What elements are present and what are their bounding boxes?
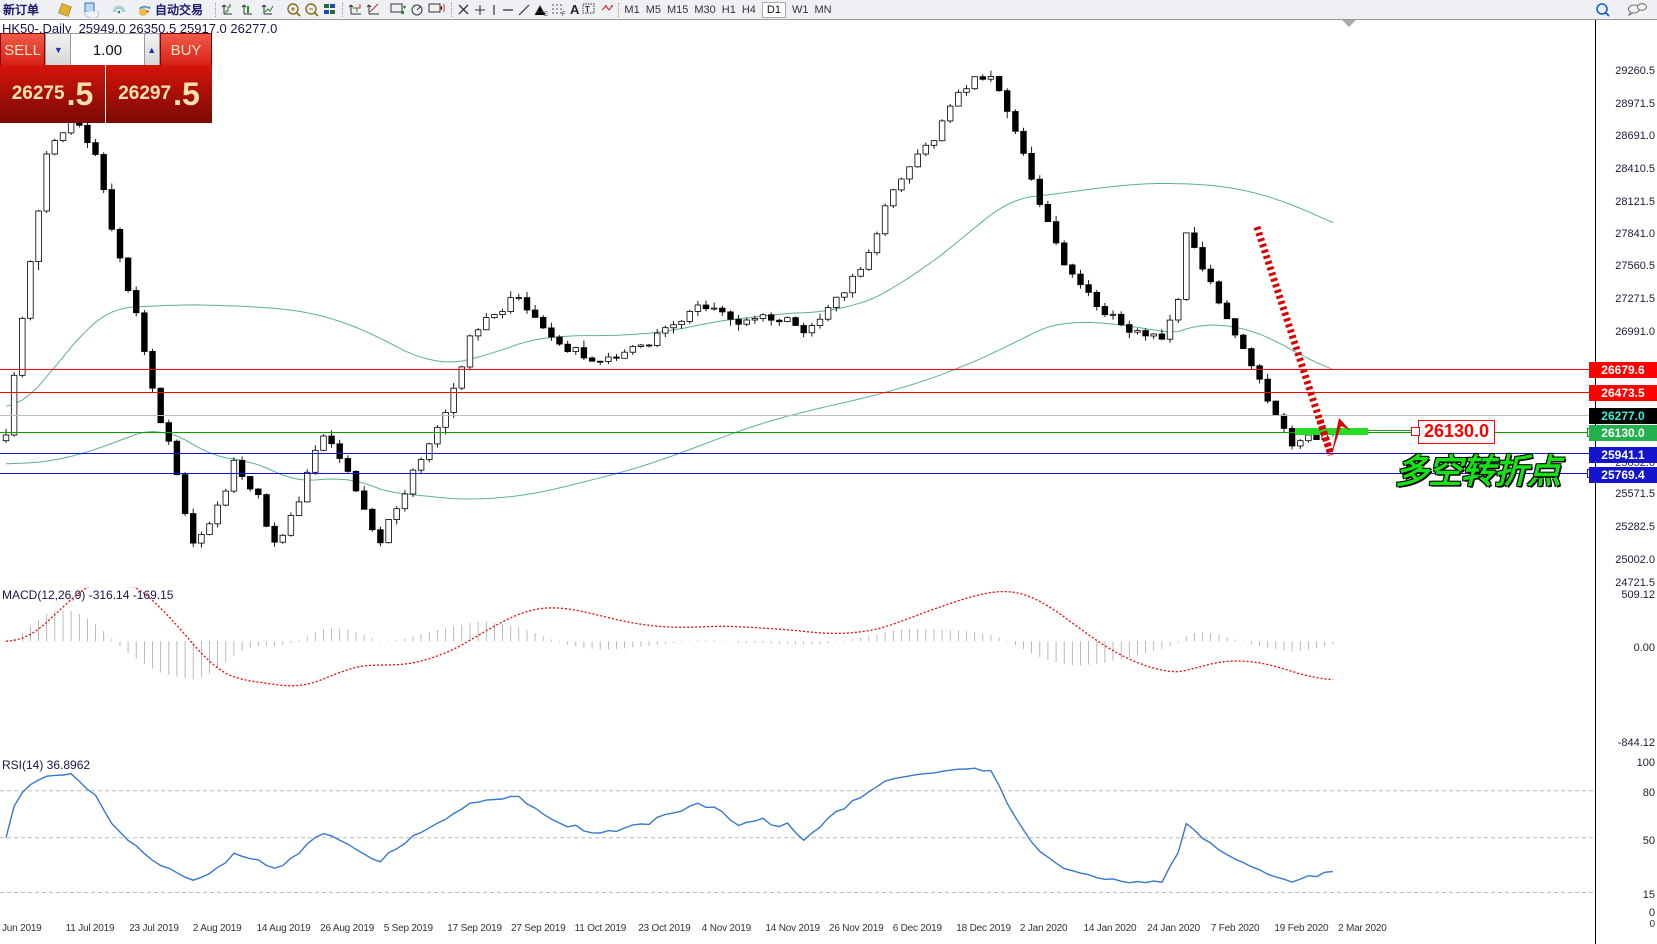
svg-text:T: T [585,5,590,14]
svg-text:F: F [562,12,566,18]
svg-text:E: E [544,12,548,18]
